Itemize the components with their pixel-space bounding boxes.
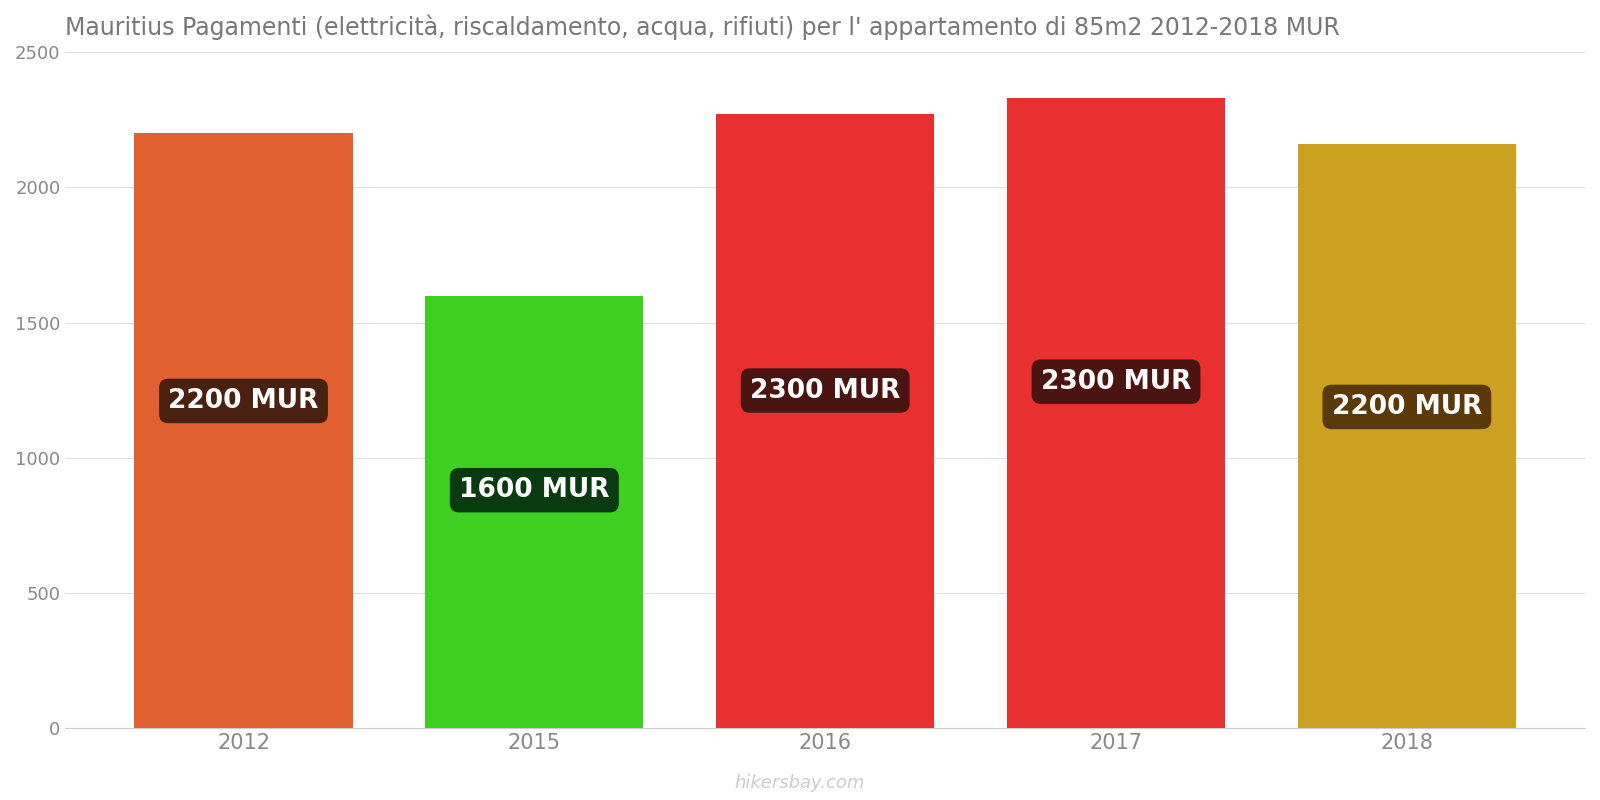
Text: 2300 MUR: 2300 MUR [1042, 369, 1192, 394]
Text: 1600 MUR: 1600 MUR [459, 477, 610, 503]
Bar [426, 295, 643, 728]
Text: 2200 MUR: 2200 MUR [1331, 394, 1482, 420]
Bar [717, 114, 934, 728]
Text: Mauritius Pagamenti (elettricità, riscaldamento, acqua, rifiuti) per l' appartam: Mauritius Pagamenti (elettricità, riscal… [66, 15, 1341, 41]
Bar [134, 134, 352, 728]
Text: hikersbay.com: hikersbay.com [734, 774, 866, 792]
Text: 2200 MUR: 2200 MUR [168, 388, 318, 414]
Text: 2300 MUR: 2300 MUR [750, 378, 901, 403]
Bar [1298, 144, 1515, 728]
Bar [1006, 98, 1226, 728]
